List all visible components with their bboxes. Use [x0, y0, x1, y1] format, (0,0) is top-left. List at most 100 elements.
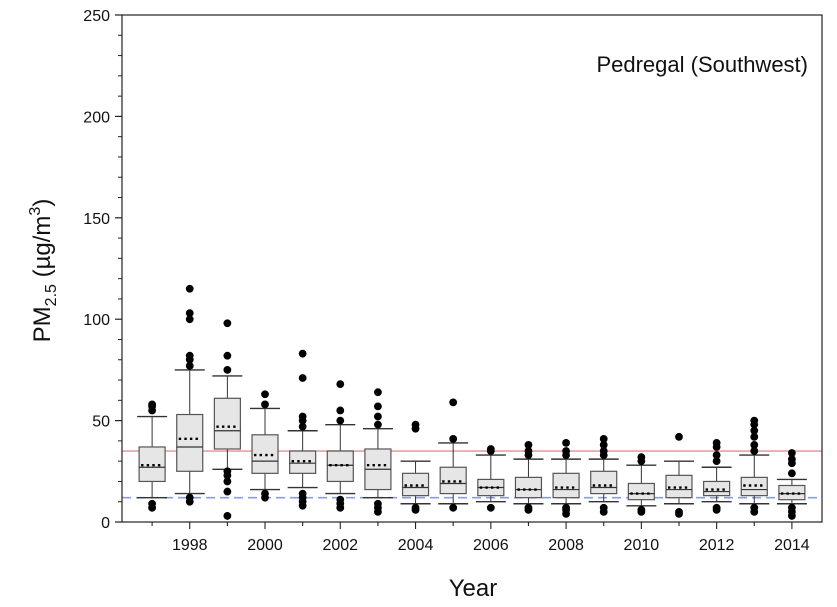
y-tick-label: 200	[83, 109, 110, 126]
y-axis-title-unit: (µg/m	[29, 216, 56, 285]
outlier-point	[148, 499, 157, 508]
box-2003	[362, 388, 393, 516]
outlier-point	[486, 503, 495, 512]
box-2005	[438, 398, 469, 512]
outlier-point	[712, 451, 721, 459]
x-axis: 1998 2000 2002 2004 2006 2008 2010 2012 2014	[151, 522, 810, 554]
outlier-point	[223, 351, 232, 360]
iqr-box	[778, 484, 806, 501]
outlier-point	[712, 503, 721, 512]
outlier-point	[599, 503, 608, 512]
outlier-point	[185, 493, 194, 502]
outlier-point	[374, 402, 382, 411]
outlier-point	[750, 441, 759, 449]
iqr-box	[665, 474, 693, 499]
outlier-point	[787, 503, 796, 512]
outlier-point	[524, 441, 533, 449]
y-tick-label: 50	[92, 414, 110, 431]
outlier-point	[185, 315, 194, 324]
outlier-point	[223, 467, 232, 476]
iqr-box	[251, 434, 279, 474]
y-axis-title-subscript: 2.5	[43, 284, 60, 306]
outlier-point	[223, 319, 232, 328]
box-2001	[287, 349, 318, 510]
box-2008	[551, 439, 582, 518]
outlier-point	[787, 455, 796, 464]
iqr-box	[627, 482, 655, 501]
outlier-point	[374, 388, 382, 397]
outlier-point	[298, 349, 307, 358]
plot-frame	[121, 14, 823, 523]
box-2004	[400, 420, 431, 514]
y-axis-title-unit-close: )	[29, 199, 56, 207]
y-axis-title: PM2.5 (µg/m3)	[27, 199, 60, 343]
iqr-box	[552, 472, 580, 499]
outlier-point	[185, 361, 194, 370]
outlier-point	[787, 469, 796, 478]
outlier-point	[750, 416, 759, 425]
outlier-point	[223, 477, 232, 486]
y-axis-title-prefix: PM	[29, 306, 56, 342]
box-1999	[212, 319, 243, 520]
box-2007	[513, 441, 544, 514]
iqr-box	[289, 450, 317, 474]
outlier-point	[298, 412, 307, 421]
outlier-point	[675, 507, 683, 516]
outlier-point	[336, 406, 345, 415]
outlier-point	[374, 499, 382, 508]
outlier-point	[223, 487, 232, 496]
box-2014	[776, 449, 807, 520]
outlier-point	[712, 457, 721, 466]
outlier-point	[374, 412, 382, 421]
iqr-box	[740, 476, 768, 497]
outlier-point	[637, 453, 646, 462]
outlier-point	[637, 505, 646, 514]
outlier-point	[787, 449, 796, 457]
outlier-point	[750, 503, 759, 512]
reference-lines	[122, 450, 822, 499]
outlier-point	[449, 503, 458, 512]
outlier-point	[411, 503, 420, 512]
outlier-point	[750, 426, 759, 435]
x-tick-label: 2010	[624, 537, 660, 554]
y-tick-label: 150	[83, 211, 110, 228]
outlier-point	[562, 439, 570, 447]
outlier-point	[750, 447, 759, 455]
x-tick-label: 2004	[398, 537, 434, 554]
box-2000	[250, 390, 281, 502]
box-2011	[663, 432, 694, 518]
iqr-box	[514, 476, 543, 499]
outlier-point	[562, 447, 570, 455]
outlier-point	[185, 284, 194, 293]
box-2010	[626, 453, 657, 516]
outlier-point	[599, 447, 608, 455]
outlier-point	[261, 400, 269, 409]
outlier-point	[223, 512, 232, 520]
outlier-point	[675, 432, 683, 441]
box-2006	[475, 445, 506, 512]
outlier-point	[411, 420, 420, 429]
outlier-point	[374, 420, 382, 429]
outlier-point	[261, 489, 269, 498]
y-axis-title-superscript: 3	[27, 207, 44, 216]
outlier-point	[185, 351, 194, 360]
box-2009	[588, 434, 619, 516]
y-axis: 0 50 100 150 200 250	[83, 8, 122, 532]
x-tick-label: 2008	[548, 537, 584, 554]
outlier-point	[562, 503, 570, 512]
outlier-point	[486, 445, 495, 453]
outlier-point	[185, 309, 194, 318]
y-tick-label: 100	[83, 312, 110, 329]
outlier-point	[599, 441, 608, 449]
y-tick-label: 250	[83, 8, 110, 25]
x-tick-label: 2000	[247, 537, 283, 554]
x-tick-label: 2012	[699, 537, 735, 554]
box-1997	[137, 400, 168, 512]
box-1998	[174, 284, 205, 506]
outlier-point	[750, 432, 759, 441]
iqr-box	[590, 470, 618, 495]
box-2002	[325, 380, 356, 512]
outlier-point	[336, 380, 345, 388]
outlier-point	[261, 390, 269, 399]
